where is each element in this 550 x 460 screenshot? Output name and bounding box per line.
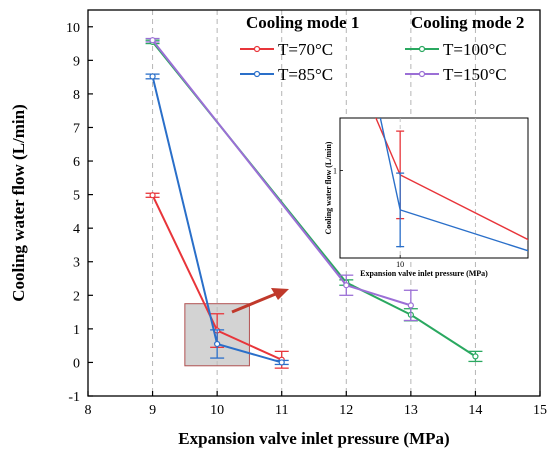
y-tick-label-8: 8 — [73, 88, 80, 103]
legend-label-t-85-c: T=85°C — [278, 65, 333, 84]
y-tick-label-4: 4 — [73, 222, 80, 237]
legend-marker-t-150-c — [418, 70, 426, 78]
series-group — [145, 37, 483, 369]
x-tick-label-9: 9 — [149, 403, 156, 418]
inset-chart: 10 1 Expansion valve inlet pressure (MPa) C… — [324, 117, 550, 278]
error-bar-t-85-c-1 — [396, 172, 405, 248]
x-tick-label-15: 15 — [533, 403, 547, 418]
y-tick-label-3: 3 — [73, 256, 80, 271]
inset-series-group — [375, 118, 550, 273]
x-tick-label-12: 12 — [339, 403, 353, 418]
arrow-shaft — [231, 291, 279, 314]
y-tick-label--1: -1 — [68, 390, 80, 405]
series-t-85-c — [145, 73, 289, 366]
error-bar-t-70-c-2 — [547, 229, 550, 273]
inset-x-axis-title: Expansion valve inlet pressure (MPa) — [360, 269, 488, 278]
arrow-head — [271, 288, 289, 300]
y-tick-label-6: 6 — [73, 155, 80, 170]
inset-y-axis-title: Cooling water flow (L/min) — [324, 141, 333, 234]
y-tick-label-5: 5 — [73, 189, 80, 204]
zoom-arrow — [231, 288, 289, 314]
data-point-t-150-c-1 — [343, 282, 350, 289]
inset-x-tick-label: 10 — [396, 260, 404, 269]
inset-frame — [339, 117, 529, 259]
y-tick-label-7: 7 — [73, 121, 80, 136]
data-point-t-85-c-0 — [149, 73, 156, 80]
data-point-t-85-c-2 — [278, 359, 285, 366]
x-tick-label-11: 11 — [275, 403, 288, 418]
data-point-t-85-c-1 — [214, 340, 221, 348]
x-tick-label-13: 13 — [404, 403, 418, 418]
series-t-150-c — [145, 37, 418, 322]
inset-y-tick-label: 1 — [333, 167, 337, 176]
error-bar-t-85-c-2 — [547, 253, 550, 264]
x-tick-label-10: 10 — [210, 403, 224, 418]
legend-label-t-100-c: T=100°C — [443, 40, 507, 59]
data-point-t-150-c-0 — [149, 37, 156, 44]
legend-title-1: Cooling mode 1 — [246, 13, 359, 32]
legend-marker-t-100-c — [418, 45, 426, 53]
x-tick-label-14: 14 — [468, 403, 482, 418]
y-tick-label-1: 1 — [73, 323, 80, 338]
y-tick-label-0: 0 — [73, 356, 80, 371]
data-point-t-100-c-3 — [472, 353, 479, 360]
y-tick-label-10: 10 — [66, 21, 80, 36]
plot-frame — [87, 9, 541, 397]
legend-title-2: Cooling mode 2 — [411, 13, 524, 32]
legend-label-t-70-c: T=70°C — [278, 40, 333, 59]
legend-marker-t-85-c — [253, 70, 261, 78]
y-tick-label-2: 2 — [73, 289, 80, 304]
x-axis-title: Expansion valve inlet pressure (MPa) — [178, 429, 449, 448]
legend-marker-t-70-c — [253, 45, 261, 53]
y-axis-title: Cooling water flow (L/min) — [9, 104, 28, 302]
legend-label-t-150-c: T=150°C — [443, 65, 507, 84]
data-point-t-70-c-0 — [149, 192, 156, 199]
series-t-85-c — [379, 118, 550, 264]
y-tick-label-9: 9 — [73, 54, 80, 69]
legend: Cooling mode 1 T=70°C T=85°C Cooling mode 2… — [240, 13, 524, 84]
data-point-t-150-c-2 — [407, 302, 414, 309]
x-tick-label-8: 8 — [85, 403, 92, 418]
